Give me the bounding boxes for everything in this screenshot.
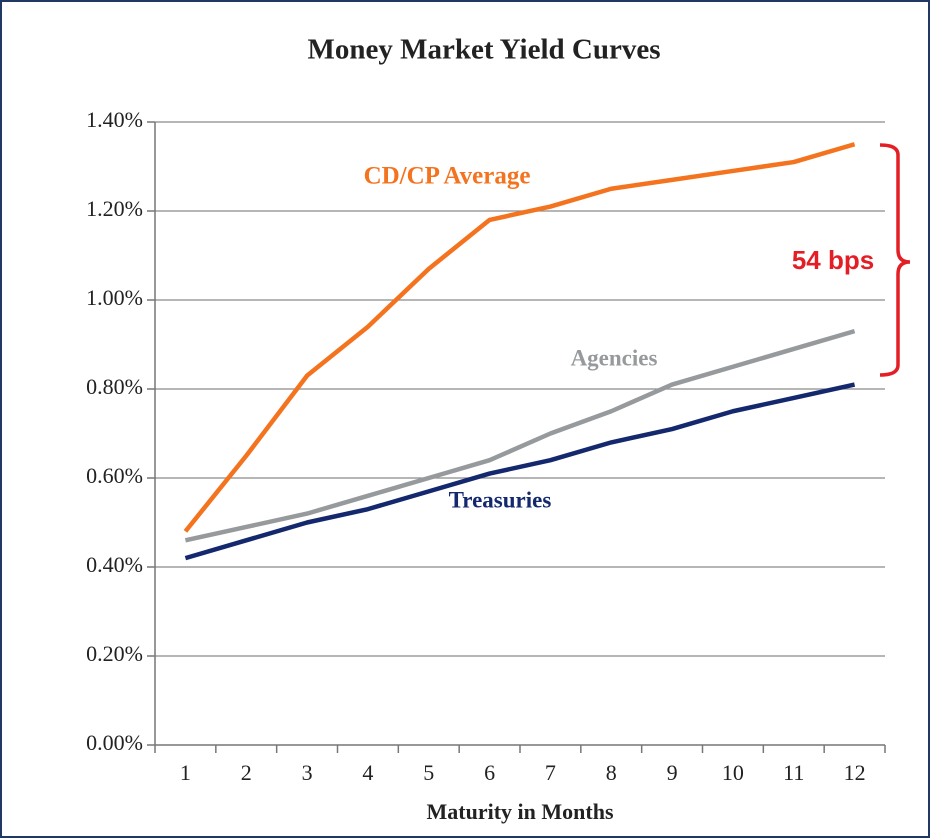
annotation: 54 bps	[792, 245, 874, 275]
x-tick-label: 8	[606, 760, 617, 785]
x-tick-label: 4	[362, 760, 373, 785]
y-tick-label: 0.00%	[86, 730, 143, 755]
line-series	[184, 382, 856, 561]
bracket	[879, 143, 911, 377]
x-tick-label: 11	[783, 760, 804, 785]
x-tick-label: 1	[180, 760, 191, 785]
x-tick-label: 3	[302, 760, 313, 785]
series-label: Agencies	[571, 345, 658, 370]
series-label: Treasuries	[449, 487, 552, 512]
y-tick-label: 1.00%	[86, 285, 143, 310]
x-axis-label: Maturity in Months	[427, 799, 614, 824]
chart-title: Money Market Yield Curves	[307, 34, 660, 66]
x-tick-label: 5	[423, 760, 434, 785]
y-tick-label: 1.40%	[86, 107, 143, 132]
y-tick-label: 0.40%	[86, 552, 143, 577]
x-tick-label: 2	[241, 760, 252, 785]
line-series	[184, 328, 856, 543]
y-tick-label: 0.60%	[86, 463, 143, 488]
line-series	[183, 142, 856, 533]
x-tick-label: 7	[545, 760, 556, 785]
y-tick-label: 0.20%	[86, 641, 143, 666]
x-tick-label: 10	[722, 760, 744, 785]
series-label: CD/CP Average	[364, 163, 531, 190]
y-tick-label: 0.80%	[86, 374, 143, 399]
x-tick-label: 12	[844, 760, 866, 785]
x-tick-label: 6	[484, 760, 495, 785]
y-tick-label: 1.20%	[86, 196, 143, 221]
x-tick-label: 9	[667, 760, 678, 785]
